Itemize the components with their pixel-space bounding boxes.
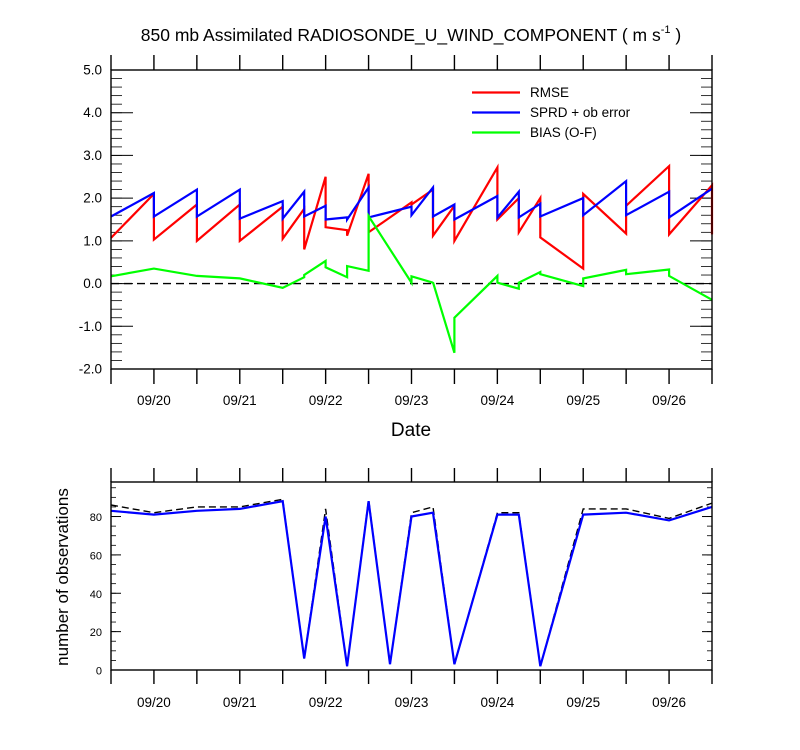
bottom-y-tick-labels: 0 20 40 60 80 — [90, 512, 102, 677]
x-tick-label: 09/23 — [395, 695, 429, 710]
title-unit-exponent: -1 — [661, 24, 671, 36]
series-line-total-observations — [110, 498, 713, 667]
series-line-used-observations — [110, 499, 713, 667]
y-tick-label: 40 — [90, 589, 102, 601]
x-tick-label: 09/25 — [566, 393, 600, 408]
bottom-tick-marks — [110, 468, 713, 684]
top-chart: -2.0-1.00.01.02.03.04.05.0 09/20 09/21 09/… — [79, 55, 714, 441]
bottom-chart: 0 20 40 60 80 09/20 09/21 09/22 09/23 09/24 09/25… — [53, 468, 713, 710]
y-axis-label: number of observations — [53, 488, 72, 666]
y-tick-label: 60 — [90, 550, 102, 562]
bottom-series-lines — [110, 498, 713, 667]
legend-label-rmse: RMSE — [530, 85, 569, 100]
series-line-sprd-ob-error — [110, 178, 713, 224]
y-tick-label: -2.0 — [79, 362, 102, 377]
y-tick-label: 0 — [96, 666, 102, 678]
y-tick-label: 80 — [90, 512, 102, 524]
x-tick-label: 09/23 — [395, 393, 429, 408]
x-tick-label: 09/22 — [309, 695, 343, 710]
bottom-plot-frame — [110, 481, 713, 671]
y-tick-label: 2.0 — [83, 191, 102, 206]
x-tick-label: 09/26 — [652, 695, 686, 710]
x-tick-label: 09/20 — [137, 393, 171, 408]
chart-title: 850 mb Assimilated RADIOSONDE_U_WIND_COM… — [141, 24, 681, 46]
top-plot-frame — [110, 69, 713, 370]
x-tick-label: 09/26 — [652, 393, 686, 408]
x-tick-label: 09/20 — [137, 695, 171, 710]
legend-label-sprd-ob-error: SPRD + ob error — [530, 105, 631, 120]
y-tick-label: 3.0 — [83, 148, 102, 163]
series-line-rmse — [110, 163, 714, 271]
x-axis-label: Date — [391, 420, 431, 441]
y-tick-label: 4.0 — [83, 105, 102, 120]
bottom-x-tick-labels: 09/20 09/21 09/22 09/23 09/24 09/25 09/26 — [137, 695, 686, 710]
top-y-tick-labels: -2.0 -1.0 0.0 1.0 2.0 3.0 4.0 5.0 — [79, 63, 102, 377]
legend-label-bias-o-f: BIAS (O-F) — [530, 125, 597, 140]
x-tick-label: 09/24 — [480, 393, 514, 408]
x-tick-label: 09/25 — [566, 695, 600, 710]
x-tick-label: 09/24 — [480, 695, 514, 710]
x-tick-label: 09/22 — [309, 393, 343, 408]
top-series-lines — [110, 163, 714, 354]
y-tick-label: 1.0 — [83, 233, 102, 248]
series-line-bias-o-f — [110, 212, 713, 354]
legend: RMSE SPRD + ob error BIAS (O-F) — [472, 85, 631, 140]
y-tick-label: -1.0 — [79, 319, 102, 334]
y-tick-label: 5.0 — [83, 63, 102, 78]
top-x-tick-labels: 09/20 09/21 09/22 09/23 09/24 09/25 09/26 — [137, 393, 686, 408]
y-tick-label: 20 — [90, 627, 102, 639]
y-tick-label: 0.0 — [83, 276, 102, 291]
x-tick-label: 09/21 — [223, 695, 257, 710]
x-tick-label: 09/21 — [223, 393, 257, 408]
